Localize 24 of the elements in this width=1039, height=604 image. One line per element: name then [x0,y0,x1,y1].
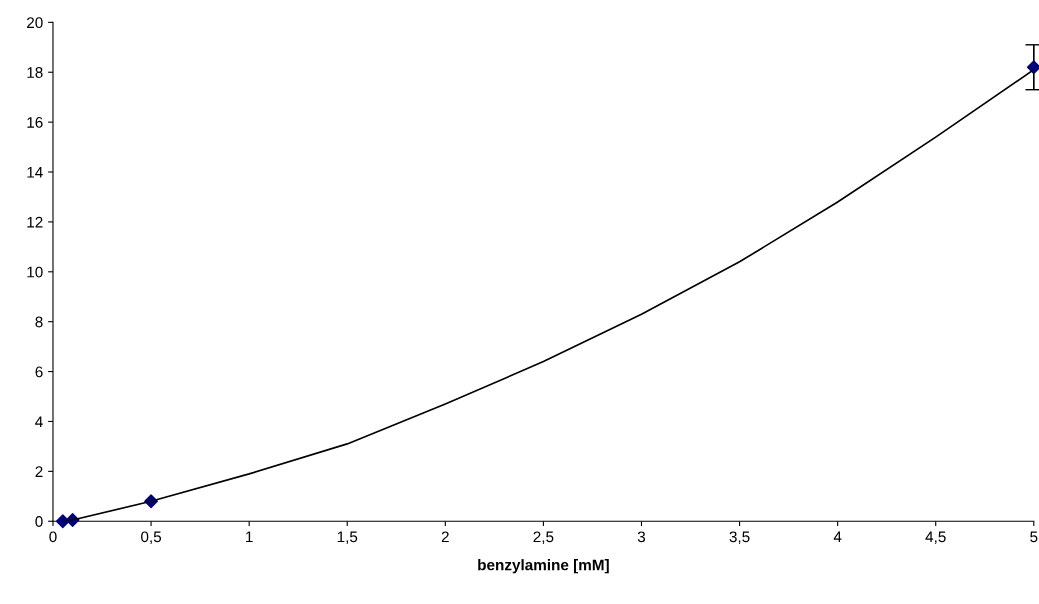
y-tick-label: 10 [27,266,43,278]
y-tick-label: 12 [27,216,43,228]
y-tick-label: 0 [35,516,43,527]
y-tick-label: 20 [27,17,43,29]
y-tick-label: 6 [35,366,43,378]
x-tick-label: 0 [49,531,57,543]
x-tick-label: 4 [833,531,842,543]
y-tick-label: 18 [27,67,43,78]
x-tick-label: 2,5 [533,531,554,544]
x-tick-label: 3 [637,531,646,543]
y-tick-label: 14 [27,167,43,178]
x-tick-label: 3,5 [729,531,750,544]
x-axis-title: benzylamine [mM] [478,559,609,574]
y-tick-label: 4 [35,416,43,428]
point [1026,60,1039,75]
x-tick-label: 4,5 [925,531,946,544]
y-tick-label: 16 [27,117,43,128]
x-tick-label: 5 [1030,531,1038,543]
x-tick-label: 2 [441,531,449,543]
x-tick-label: 0,5 [141,531,162,544]
y-tick-label: 2 [35,466,43,477]
y-tick-label: 8 [35,316,43,328]
x-tick-label: 1,5 [337,531,358,544]
x-tick-label: 1 [246,531,253,543]
